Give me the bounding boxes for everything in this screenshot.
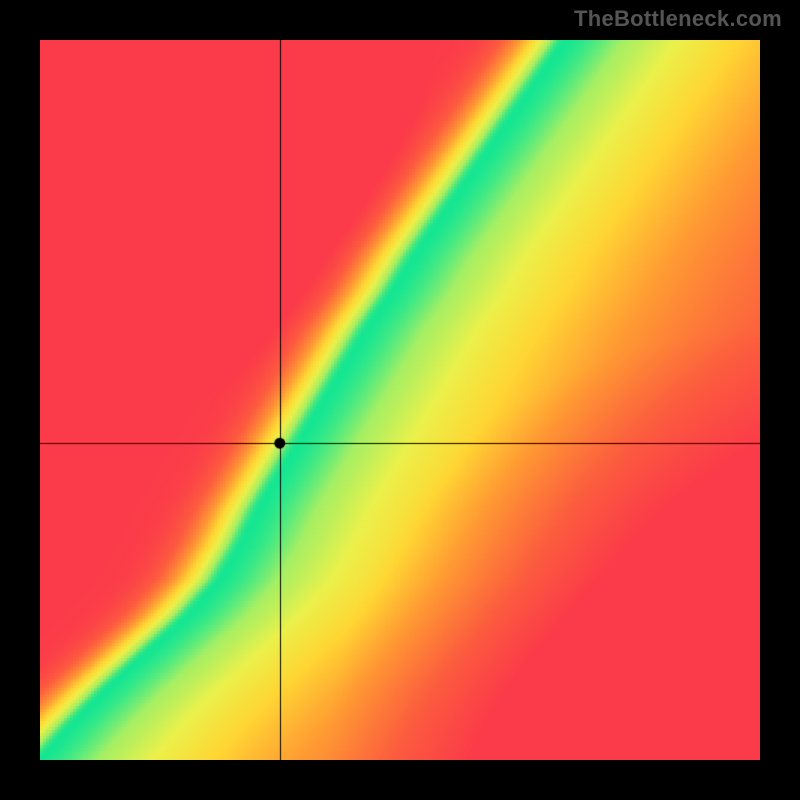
bottleneck-heatmap <box>40 40 760 760</box>
watermark-text: TheBottleneck.com <box>574 6 782 32</box>
chart-canvas-area: TheBottleneck.com <box>0 0 800 800</box>
